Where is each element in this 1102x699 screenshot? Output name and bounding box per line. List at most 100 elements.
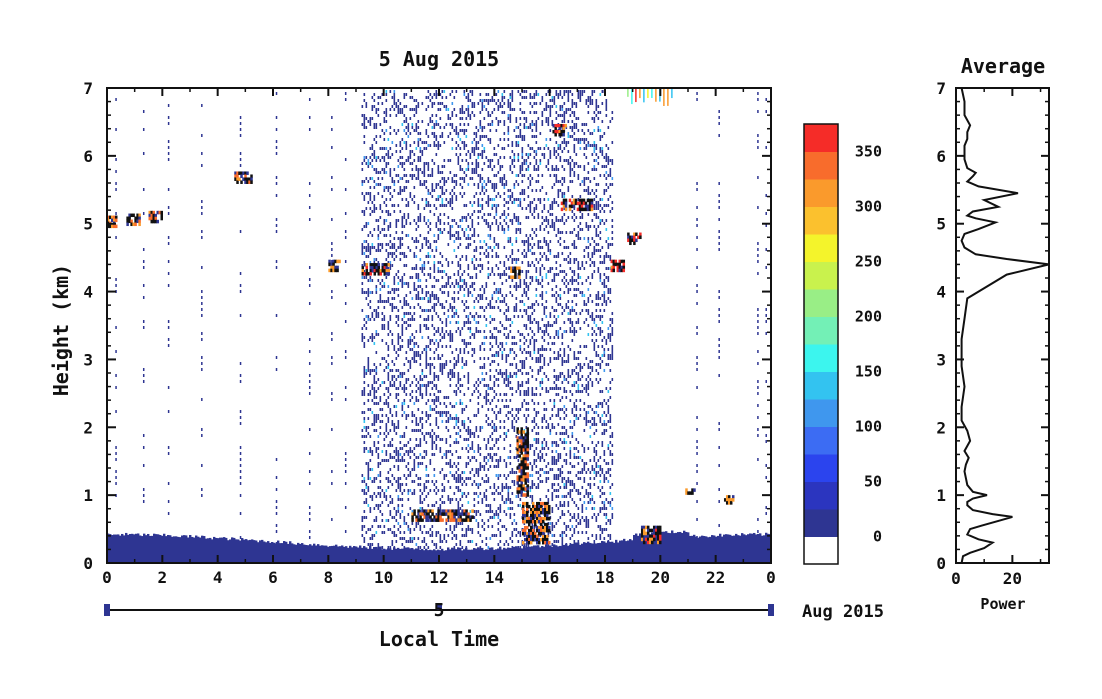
noise-cell [391, 303, 394, 306]
noise-cell [527, 264, 530, 267]
noise-cell [527, 318, 530, 321]
noise-cell [457, 417, 460, 420]
noise-cell [489, 510, 492, 513]
noise-cell [495, 222, 498, 225]
noise-cell [511, 171, 514, 174]
noise-cell [517, 159, 520, 162]
noise-cell [375, 291, 378, 294]
noise-cell [529, 486, 532, 489]
noise-cell [401, 330, 404, 333]
noise-cell [718, 134, 720, 137]
noise-cell [389, 393, 392, 396]
noise-cell [433, 189, 436, 192]
noise-cell [395, 432, 398, 435]
noise-cell [525, 390, 528, 393]
noise-cell [363, 126, 366, 129]
noise-cell [561, 396, 564, 399]
noise-cell [551, 444, 554, 447]
noise-cell [537, 486, 540, 489]
noise-cell [399, 483, 402, 486]
noise-cell [449, 369, 452, 372]
noise-cell [433, 393, 436, 396]
noise-cell [377, 243, 380, 246]
noise-cell [373, 390, 376, 393]
noise-cell [403, 390, 406, 393]
noise-cell [475, 312, 478, 315]
noise-cell [383, 189, 386, 192]
noise-cell [541, 378, 544, 381]
noise-cell [501, 351, 504, 354]
noise-cell [535, 432, 538, 435]
noise-cell [201, 338, 203, 341]
noise-cell [531, 393, 534, 396]
noise-cell [467, 501, 470, 504]
noise-cell [435, 279, 438, 282]
noise-cell [561, 96, 564, 99]
noise-cell [501, 228, 504, 231]
noise-cell [477, 447, 480, 450]
noise-cell [527, 144, 530, 147]
noise-cell [429, 300, 432, 303]
noise-cell [565, 525, 568, 528]
noise-cell [371, 543, 374, 546]
noise-cell [391, 243, 394, 246]
noise-cell [459, 333, 462, 336]
noise-cell [549, 348, 552, 351]
noise-cell [501, 372, 504, 375]
noise-cell [553, 147, 556, 150]
noise-cell [473, 210, 476, 213]
noise-cell [331, 248, 333, 251]
noise-cell [571, 180, 574, 183]
noise-cell [331, 260, 333, 263]
noise-cell [523, 240, 526, 243]
noise-cell [533, 198, 536, 201]
noise-cell [501, 357, 504, 360]
noise-cell [561, 426, 564, 429]
noise-cell [415, 351, 418, 354]
noise-cell [513, 528, 516, 531]
noise-cell [565, 453, 568, 456]
noise-cell [449, 465, 452, 468]
noise-cell [439, 222, 442, 225]
noise-cell [449, 450, 452, 453]
noise-cell [555, 504, 558, 507]
noise-cell [557, 468, 560, 471]
noise-cell [515, 414, 518, 417]
noise-cell [473, 201, 476, 204]
noise-cell [525, 417, 528, 420]
noise-cell [411, 390, 414, 393]
noise-cell [451, 114, 454, 117]
noise-cell [365, 225, 368, 228]
noise-cell [447, 282, 450, 285]
noise-cell [503, 132, 506, 135]
noise-cell [543, 414, 546, 417]
noise-cell [493, 486, 496, 489]
noise-cell [503, 210, 506, 213]
noise-cell [431, 531, 434, 534]
noise-cell [519, 531, 522, 534]
noise-cell [427, 231, 430, 234]
noise-cell [413, 402, 416, 405]
noise-cell [395, 396, 398, 399]
noise-cell [441, 135, 444, 138]
noise-cell [443, 366, 446, 369]
noise-cell [565, 279, 568, 282]
noise-cell [375, 402, 378, 405]
noise-cell [449, 435, 452, 438]
noise-cell [377, 177, 380, 180]
noise-cell [531, 135, 534, 138]
noise-cell [497, 273, 500, 276]
noise-cell [403, 255, 406, 258]
noise-cell [481, 156, 484, 159]
noise-cell [445, 411, 448, 414]
noise-cell [455, 432, 458, 435]
noise-cell [515, 117, 518, 120]
noise-cell [413, 453, 416, 456]
noise-cell [361, 480, 364, 483]
noise-cell [503, 378, 506, 381]
noise-cell [425, 450, 428, 453]
noise-cell [433, 468, 436, 471]
noise-cell [483, 240, 486, 243]
noise-cell [481, 426, 484, 429]
noise-cell [509, 372, 512, 375]
